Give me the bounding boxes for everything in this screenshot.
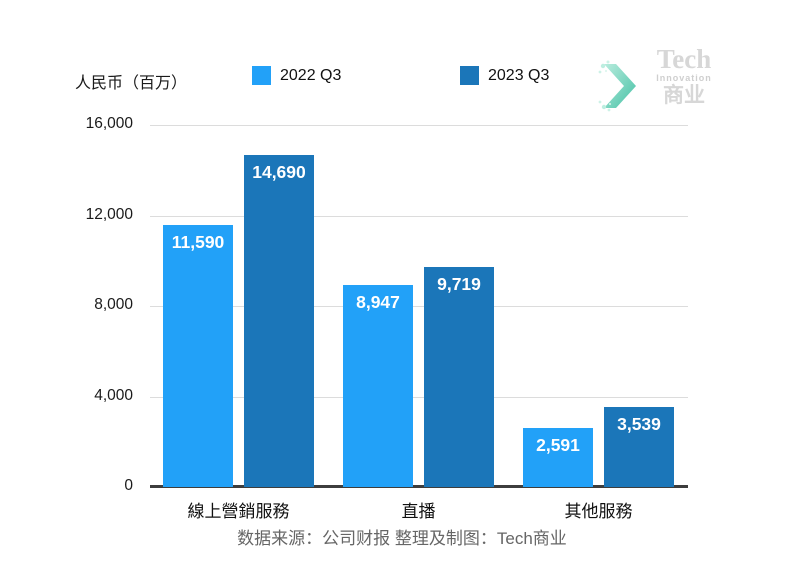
y-tick-label: 16,000 xyxy=(85,115,133,132)
y-tick-label: 12,000 xyxy=(85,205,133,223)
legend-item-2022-q3: 2022 Q3 xyxy=(252,66,341,85)
y-tick-label: 4,000 xyxy=(94,386,133,404)
legend-label-2022-q3: 2022 Q3 xyxy=(280,66,342,84)
brand-name-shangye: 商业 xyxy=(663,83,705,107)
x-axis-line xyxy=(150,485,688,488)
x-category-label: 直播 xyxy=(401,502,436,521)
bar-value-label: 11,590 xyxy=(171,231,225,252)
bar-2023-q3-cat1: 9,719 xyxy=(424,267,494,487)
bar-2023-q3-cat2: 3,539 xyxy=(604,406,674,487)
gridline xyxy=(150,396,688,398)
bar-2022-q3-cat2: 2,591 xyxy=(523,428,593,487)
x-category-label: 其他服務 xyxy=(564,502,633,521)
brand-name-tech: Tech xyxy=(656,44,712,74)
bar-value-label: 2,591 xyxy=(536,435,580,456)
gridline xyxy=(150,125,688,126)
legend-item-2023-q3: 2023 Q3 xyxy=(460,66,549,85)
bar-2022-q3-cat0: 11,590 xyxy=(163,224,233,487)
source-note: 数据来源：公司财报 整理及制图：Tech商业 xyxy=(237,529,567,548)
x-category-label: 線上營銷服務 xyxy=(187,502,290,521)
legend-swatch-2022-q3 xyxy=(252,66,271,85)
brand-watermark: Tech Innovation 商业 xyxy=(598,46,728,112)
bar-value-label: 14,690 xyxy=(252,161,306,182)
bar-2023-q3-cat0: 14,690 xyxy=(244,154,314,487)
y-axis-unit-label: 人民币（百万） xyxy=(75,75,188,92)
bar-value-label: 8,947 xyxy=(356,291,400,312)
gridline xyxy=(150,306,688,307)
chevron-arrow-icon xyxy=(598,60,636,112)
y-tick-label: 0 xyxy=(124,477,133,494)
bar-value-label: 9,719 xyxy=(437,274,481,295)
gridline xyxy=(150,215,688,217)
plot-area: 11,590 14,690 8,947 9,719 2,591 3,539 xyxy=(150,125,688,488)
legend-label-2023-q3: 2023 Q3 xyxy=(488,66,550,84)
bar-value-label: 3,539 xyxy=(617,413,661,434)
brand-name-innovation: Innovation xyxy=(656,73,712,83)
bar-2022-q3-cat1: 8,947 xyxy=(343,284,413,487)
legend-swatch-2023-q3 xyxy=(460,66,479,85)
y-tick-label: 8,000 xyxy=(94,296,133,313)
